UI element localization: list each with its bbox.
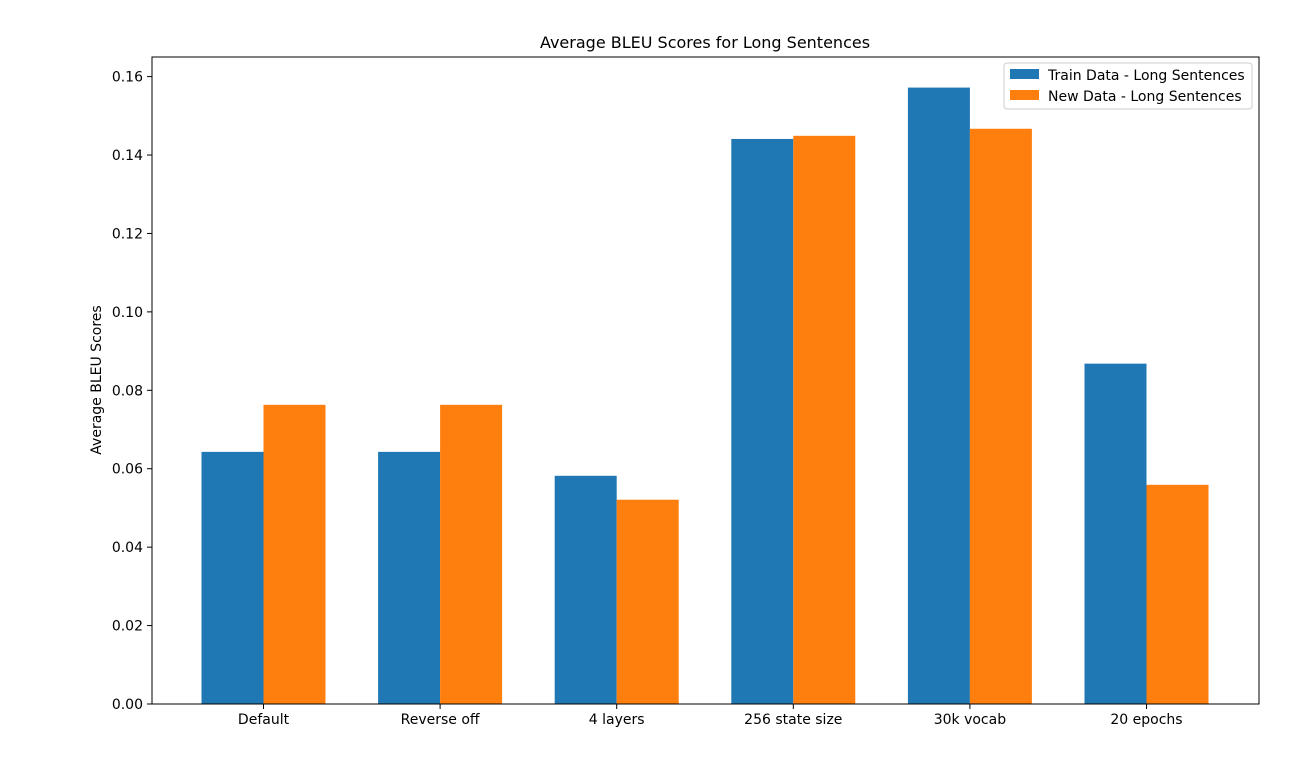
bar-new-2	[616, 499, 679, 704]
bar-train-5	[1084, 363, 1147, 704]
y-axis-label: Average BLEU Scores	[89, 305, 105, 454]
legend-label-new-data: New Data - Long Sentences	[1048, 89, 1242, 105]
y-axis-ticks: 0.00 0.02 0.04 0.06 0.08 0.10 0.12 0.14 0.16	[112, 70, 152, 713]
legend-swatch-new-data	[1010, 90, 1039, 100]
legend-box	[1003, 62, 1253, 110]
x-tick-label: 4 layers	[589, 712, 645, 728]
x-tick-label: Default	[238, 712, 290, 728]
y-tick-label: 0.10	[112, 305, 143, 321]
plot-frame	[151, 56, 1260, 705]
x-tick-label: 30k vocab	[934, 712, 1006, 728]
legend-swatch-train-data	[1010, 69, 1039, 79]
y-tick-label: 0.02	[112, 619, 143, 635]
bar-new-4	[969, 128, 1032, 704]
y-tick-label: 0.08	[112, 383, 143, 399]
bar-train-2	[554, 475, 617, 704]
bar-train-1	[378, 451, 441, 704]
y-tick-label: 0.14	[112, 148, 143, 164]
bar-train-4	[907, 87, 970, 705]
y-tick-label: 0.16	[112, 70, 143, 86]
bar-train-3	[731, 138, 794, 704]
bar-new-5	[1146, 484, 1209, 704]
bar-new-3	[793, 135, 856, 705]
x-tick-label: 256 state size	[744, 712, 842, 728]
x-tick-label: 20 epochs	[1110, 712, 1182, 728]
bar-train-0	[201, 451, 264, 704]
bar-new-1	[440, 404, 503, 704]
bar-new-0	[263, 404, 326, 704]
bars-layer	[201, 87, 1209, 705]
x-axis-ticks: Default Reverse off 4 layers 256 state size…	[238, 704, 1183, 728]
chart-title: Average BLEU Scores for Long Sentences	[540, 33, 870, 52]
y-tick-label: 0.04	[112, 540, 143, 556]
legend-label-train-data: Train Data - Long Sentences	[1047, 68, 1245, 84]
legend: Train Data - Long Sentences New Data - L…	[1003, 62, 1253, 110]
y-tick-label: 0.12	[112, 226, 143, 242]
x-tick-label: Reverse off	[401, 712, 480, 728]
y-tick-label: 0.00	[112, 697, 143, 713]
y-tick-label: 0.06	[112, 462, 143, 478]
